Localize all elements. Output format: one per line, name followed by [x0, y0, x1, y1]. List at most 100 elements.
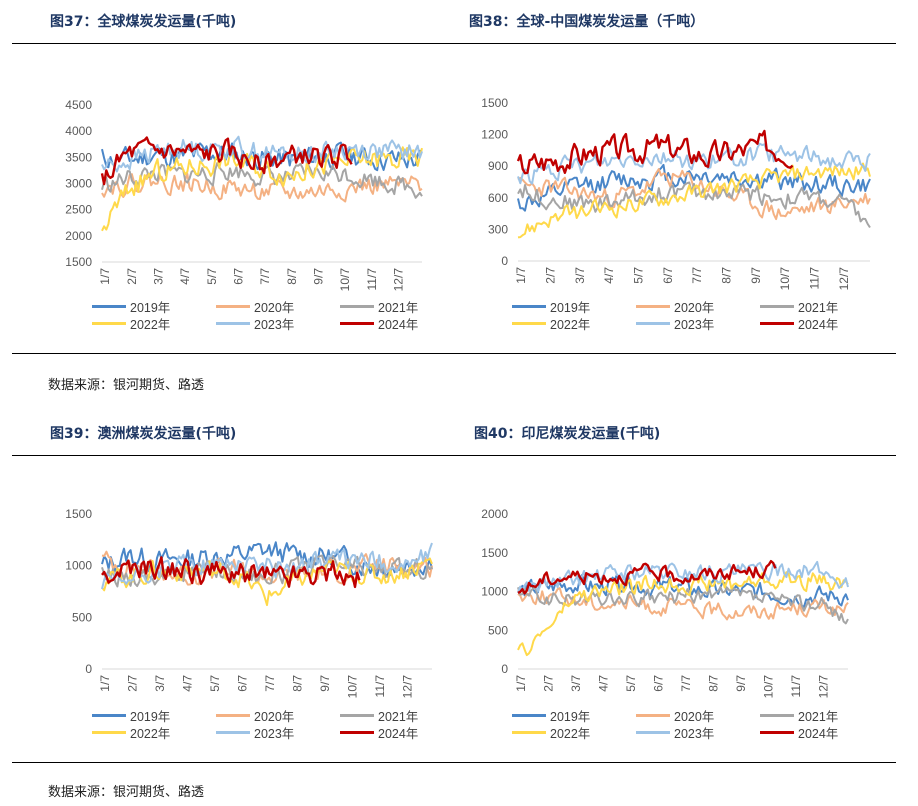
x-tick-label: 11/7 — [808, 267, 822, 290]
legend-label: 2024年 — [798, 726, 839, 741]
x-tick-label: 2/7 — [544, 267, 558, 284]
legend-swatch — [92, 730, 126, 734]
figure-title-38: 图38：全球-中国煤炭发运量（千吨） — [469, 14, 705, 30]
legend-item-2019: 2019年 — [92, 298, 216, 315]
series-line-2021 — [101, 554, 433, 588]
legend-swatch — [92, 713, 126, 717]
x-tick-label: 12/7 — [837, 267, 851, 291]
legend-item-2023: 2023年 — [216, 724, 340, 741]
y-tick-label: 0 — [85, 662, 92, 676]
chart-indonesia-coal-shipments: 0 500 1000 1500 2000 1/7 2/7 3/7 4/7 5/7 6/7 7/7 8/7… — [481, 507, 849, 698]
x-tick-label: 6/7 — [652, 675, 666, 692]
legend-item-2020: 2020年 — [636, 707, 760, 724]
source-note-upper: 数据来源：银河期货、路透 — [48, 378, 205, 393]
x-tick-label: 1/7 — [98, 675, 112, 692]
legend-label: 2021年 — [378, 300, 419, 315]
x-tick-label: 7/7 — [258, 268, 272, 285]
legend-swatch — [216, 713, 250, 717]
top-rule — [12, 43, 896, 44]
legend-swatch — [512, 321, 546, 325]
y-tick-label: 1000 — [65, 559, 92, 573]
x-tick-label: 2/7 — [126, 675, 140, 692]
legend-label: 2024年 — [798, 317, 839, 332]
x-tick-label: 11/7 — [365, 268, 379, 291]
x-tick-label: 5/7 — [624, 675, 638, 692]
series-line-2024 — [101, 556, 361, 589]
legend-label: 2023年 — [674, 317, 715, 332]
legend-item-2023: 2023年 — [636, 724, 760, 741]
legend-label: 2019年 — [130, 300, 171, 315]
x-tick-label: 1/7 — [98, 268, 112, 285]
x-tick-label: 9/7 — [318, 675, 332, 692]
figure-title-39: 图39：澳洲煤炭发运量(千吨) — [50, 426, 237, 442]
x-tick-label: 10/7 — [338, 268, 352, 292]
y-tick-label: 3500 — [65, 150, 92, 164]
legend-item-2022: 2022年 — [92, 724, 216, 741]
series-line-2024 — [100, 136, 353, 186]
legend-item-2020: 2020年 — [216, 298, 340, 315]
x-tick-label: 4/7 — [178, 268, 192, 285]
x-tick-label: 11/7 — [789, 675, 803, 698]
legend-item-2024: 2024年 — [340, 315, 464, 332]
legend-item-2020: 2020年 — [216, 707, 340, 724]
legend-swatch — [340, 321, 374, 325]
x-tick-label: 3/7 — [573, 267, 587, 284]
legend-swatch — [760, 304, 794, 308]
legend-swatch — [340, 304, 374, 308]
y-tick-label: 4500 — [65, 98, 92, 112]
legend-item-2022: 2022年 — [512, 724, 636, 741]
legend-label: 2020年 — [674, 300, 715, 315]
legend-swatch — [760, 713, 794, 717]
legend-label: 2021年 — [798, 300, 839, 315]
series-line-2023 — [517, 560, 849, 593]
x-tick-label: 9/7 — [312, 268, 326, 285]
legend-item-2022: 2022年 — [92, 315, 216, 332]
legend-label: 2022年 — [550, 726, 591, 741]
legend-label: 2021年 — [798, 709, 839, 724]
legend-label: 2024年 — [378, 726, 419, 741]
series-line-2024 — [516, 129, 794, 175]
mid-rule-upper — [12, 353, 896, 354]
legend-swatch — [760, 730, 794, 734]
legend-label: 2022年 — [550, 317, 591, 332]
legend-item-2024: 2024年 — [760, 315, 884, 332]
series-line-2021 — [101, 162, 423, 199]
y-tick-label: 2500 — [65, 203, 92, 217]
y-tick-label: 500 — [72, 610, 92, 624]
legend-swatch — [636, 730, 670, 734]
series-line-2021 — [517, 586, 849, 625]
legend-label: 2020年 — [254, 300, 295, 315]
legend-label: 2020年 — [674, 709, 715, 724]
legend-swatch — [636, 713, 670, 717]
series-line-2019 — [517, 163, 871, 212]
legend-swatch — [216, 304, 250, 308]
legend-label: 2023年 — [254, 726, 295, 741]
x-tick-label: 3/7 — [152, 268, 166, 285]
legend-fig40: 2019年 2020年 2021年 2022年 2023年 2024年 — [512, 707, 884, 741]
x-tick-label: 1/7 — [514, 675, 528, 692]
legend-item-2020: 2020年 — [636, 298, 760, 315]
legend-swatch — [340, 713, 374, 717]
series-line-2024 — [517, 559, 777, 595]
legend-item-2021: 2021年 — [760, 707, 884, 724]
y-tick-label: 0 — [501, 254, 508, 268]
legend-swatch — [92, 321, 126, 325]
figure-title-40: 图40：印尼煤炭发运量(千吨) — [474, 426, 661, 442]
x-tick-label: 12/7 — [401, 675, 415, 699]
y-tick-label: 1500 — [65, 507, 92, 521]
y-tick-label: 1200 — [481, 128, 508, 142]
series-line-2023 — [101, 542, 433, 590]
legend-swatch — [512, 304, 546, 308]
legend-label: 2019年 — [550, 300, 591, 315]
mid-rule-lower — [12, 455, 896, 456]
series-line-2019 — [101, 141, 423, 172]
legend-swatch — [92, 304, 126, 308]
y-tick-label: 1000 — [481, 585, 508, 599]
x-tick-label: 9/7 — [734, 675, 748, 692]
legend-swatch — [636, 321, 670, 325]
series-line-2021 — [517, 181, 871, 229]
legend-item-2021: 2021年 — [760, 298, 884, 315]
x-tick-label: 10/7 — [346, 675, 360, 699]
y-tick-label: 600 — [488, 191, 508, 205]
x-tick-label: 6/7 — [232, 268, 246, 285]
